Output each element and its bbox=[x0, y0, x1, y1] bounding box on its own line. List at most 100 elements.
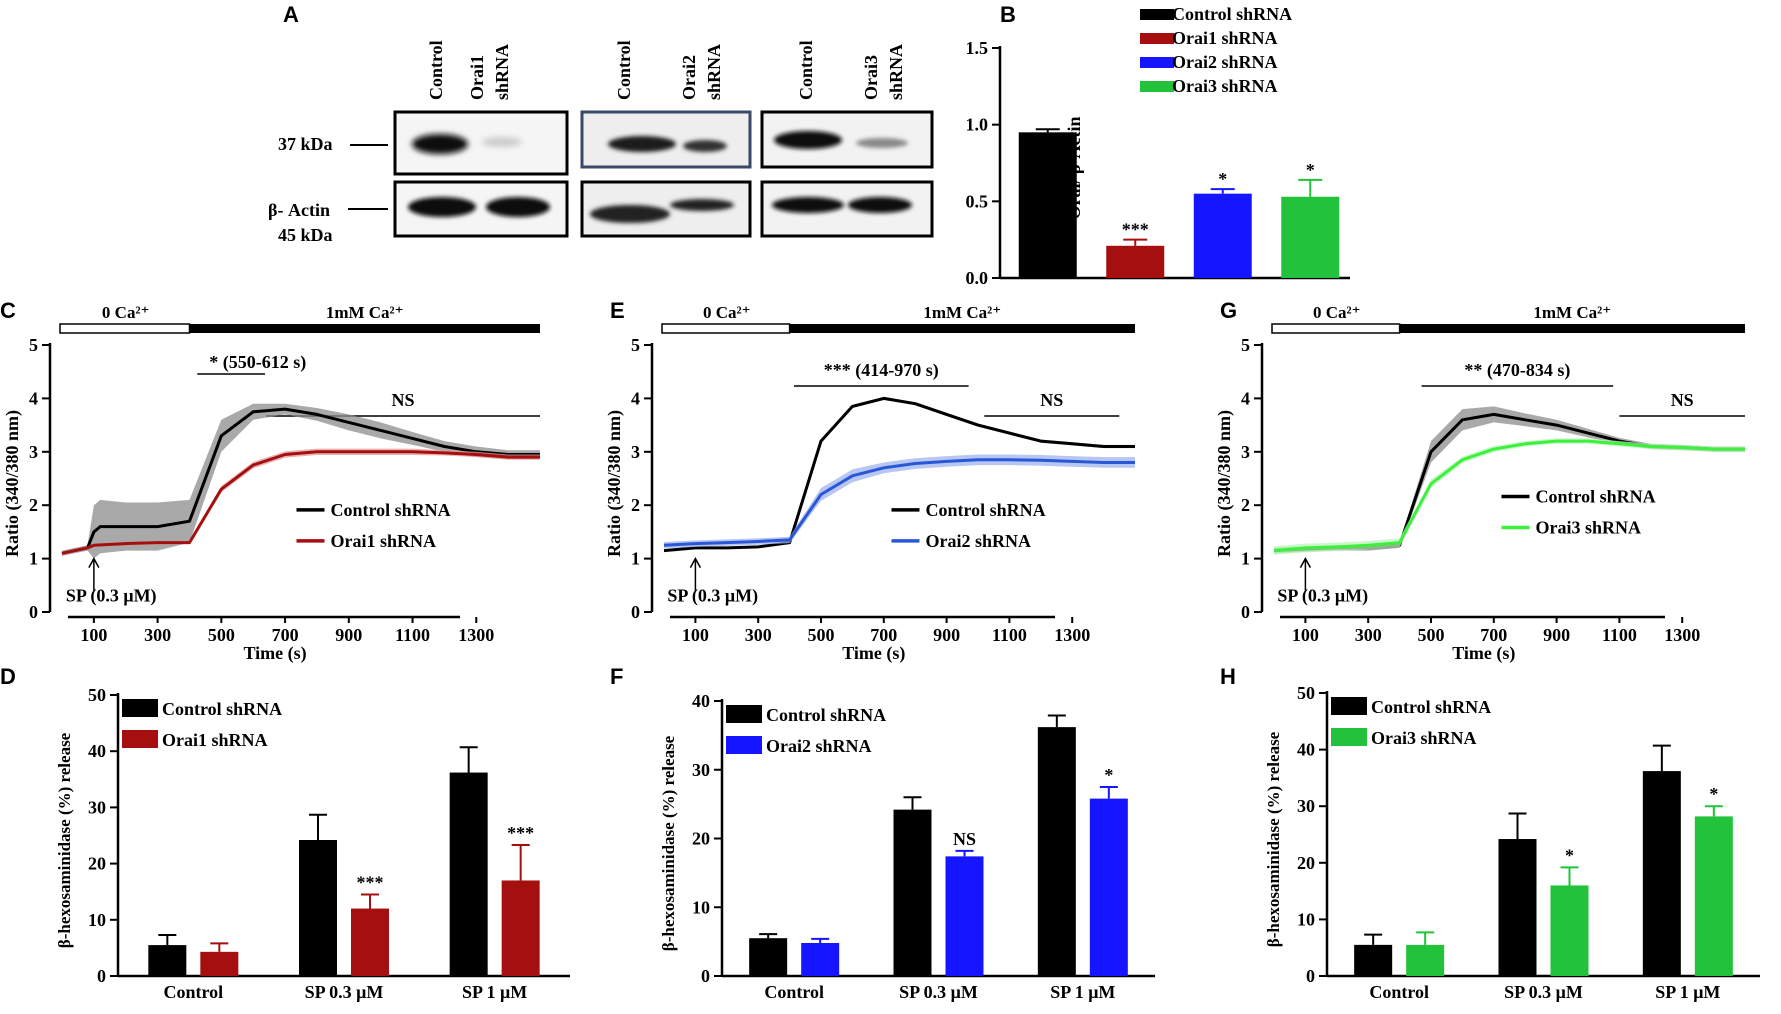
error-band-control bbox=[1274, 406, 1745, 554]
bar-control bbox=[1642, 771, 1681, 976]
x-tick-label: 700 bbox=[1480, 625, 1507, 645]
legend-label: Control shRNA bbox=[1535, 487, 1655, 507]
x-tick-label: 1100 bbox=[1602, 625, 1637, 645]
bar-knockdown bbox=[945, 856, 984, 976]
y-tick-label: 10 bbox=[1297, 909, 1315, 929]
y-tick-label: 5 bbox=[631, 335, 640, 355]
y-tick-label: 2 bbox=[29, 495, 38, 515]
x-category-label: SP 1 μM bbox=[462, 982, 527, 1002]
y-tick-label: 0.0 bbox=[966, 268, 989, 288]
panel-letter-a: A bbox=[283, 2, 299, 27]
significance-label: * bbox=[1218, 169, 1227, 189]
x-axis-label: Time (s) bbox=[243, 643, 306, 664]
panel-e-chart: E 0 1 2 3 4 5 100 300 500 700 900 1100 1300 Time (s) Ra… bbox=[604, 298, 1135, 664]
y-tick-label: 2 bbox=[1241, 495, 1250, 515]
panel-letter-g: G bbox=[1220, 298, 1237, 323]
legend-swatch bbox=[726, 705, 762, 723]
x-tick-label: 700 bbox=[870, 625, 897, 645]
label-beta-actin: β- Actin bbox=[268, 200, 330, 220]
x-tick-label: 900 bbox=[1543, 625, 1570, 645]
series-line-control bbox=[663, 396, 1135, 553]
legend-label: Orai3 shRNA bbox=[1535, 518, 1641, 538]
lane-label-orai2-line1: Orai2 bbox=[679, 55, 699, 100]
y-tick-label: 40 bbox=[692, 691, 710, 711]
error-band-control bbox=[62, 403, 540, 559]
protocol-label-one-mm-ca: 1mM Ca²⁺ bbox=[1533, 303, 1611, 322]
x-tick-label: 100 bbox=[1292, 625, 1319, 645]
y-tick-label: 4 bbox=[1241, 388, 1250, 408]
y-tick-label: 40 bbox=[1297, 740, 1315, 760]
significance-label: * bbox=[1104, 765, 1113, 785]
error-band-control bbox=[664, 396, 1135, 552]
band-orai2-shrna bbox=[683, 140, 727, 152]
y-tick-label: 0 bbox=[97, 966, 106, 986]
x-tick-label: 700 bbox=[272, 625, 299, 645]
error-band-knockdown bbox=[1274, 438, 1745, 555]
label-45kda: 45 kDa bbox=[278, 225, 333, 245]
bar-control bbox=[1037, 727, 1076, 976]
y-tick-label: 1 bbox=[1241, 549, 1250, 569]
band-actin-3a bbox=[772, 197, 844, 213]
x-category-label: SP 1 μM bbox=[1050, 982, 1115, 1002]
y-tick-label: 1.5 bbox=[966, 38, 989, 58]
y-tick-label: 0 bbox=[631, 602, 640, 622]
lane-label-control-3: Control bbox=[796, 40, 816, 100]
bar-knockdown bbox=[801, 943, 840, 976]
sp-arrow-head bbox=[1299, 557, 1312, 568]
y-tick-label: 1 bbox=[29, 549, 38, 569]
bar-knockdown bbox=[501, 880, 540, 976]
lane-label-orai3-line1: Orai3 bbox=[861, 55, 881, 100]
legend-label: Orai1 shRNA bbox=[1172, 28, 1278, 48]
protocol-bar-one-mm-ca bbox=[1399, 324, 1745, 333]
panel-b-chart: B0.00.51.01.5Orai/ β-Actin*****Control s… bbox=[966, 2, 1350, 288]
y-tick-label: 10 bbox=[692, 897, 710, 917]
y-axis-label: Ratio (340/380 nm) bbox=[1214, 410, 1235, 557]
y-tick-label: 30 bbox=[692, 760, 710, 780]
panel-h-chart: H 0 10 20 30 40 50 β-hexosaminidase (%) release… bbox=[1220, 664, 1760, 1002]
legend-label: Control shRNA bbox=[1371, 697, 1491, 717]
x-tick-label: 100 bbox=[682, 625, 709, 645]
panel-letter-h: H bbox=[1220, 664, 1236, 689]
legend-label: Orai3 shRNA bbox=[1371, 728, 1477, 748]
series-line-control bbox=[1273, 412, 1745, 553]
y-tick-label: 30 bbox=[88, 797, 106, 817]
band-actin-1b bbox=[486, 197, 550, 217]
y-tick-label: 5 bbox=[1241, 335, 1250, 355]
x-tick-label: 300 bbox=[1355, 625, 1382, 645]
significance-label: NS bbox=[1671, 390, 1694, 410]
lane-label-orai3-line2: shRNA bbox=[886, 44, 906, 100]
band-orai1-control bbox=[412, 134, 468, 154]
bar-knockdown bbox=[351, 908, 389, 976]
y-tick-label: 10 bbox=[88, 910, 106, 930]
panel-letter-f: F bbox=[610, 664, 623, 689]
y-tick-label: 4 bbox=[631, 388, 640, 408]
legend-label: Control shRNA bbox=[330, 500, 450, 520]
y-tick-label: 4 bbox=[29, 388, 38, 408]
band-actin-2b bbox=[670, 199, 734, 211]
protocol-bar-one-mm-ca bbox=[189, 324, 540, 333]
y-tick-label: 0 bbox=[1241, 602, 1250, 622]
x-axis-label: Time (s) bbox=[842, 643, 905, 664]
legend-label: Control shRNA bbox=[766, 705, 886, 725]
legend-label: Control shRNA bbox=[1172, 4, 1292, 24]
y-tick-label: 0 bbox=[29, 602, 38, 622]
protocol-label-one-mm-ca: 1mM Ca²⁺ bbox=[326, 303, 404, 322]
legend-swatch bbox=[1140, 9, 1174, 20]
bar-control bbox=[1354, 944, 1393, 976]
x-tick-label: 500 bbox=[208, 625, 235, 645]
bar-knockdown bbox=[1550, 885, 1589, 976]
x-category-label: Control bbox=[764, 982, 824, 1002]
legend-swatch bbox=[122, 730, 158, 748]
lane-label-control-1: Control bbox=[426, 40, 446, 100]
y-tick-label: 20 bbox=[692, 829, 710, 849]
bar-control bbox=[749, 938, 788, 976]
panel-letter-b: B bbox=[1000, 2, 1016, 27]
y-tick-label: 50 bbox=[88, 685, 106, 705]
panel-letter-e: E bbox=[610, 298, 625, 323]
legend-label: Orai1 shRNA bbox=[162, 730, 268, 750]
y-tick-label: 0 bbox=[1306, 966, 1315, 986]
x-category-label: SP 0.3 μM bbox=[899, 982, 978, 1002]
legend-label: Orai2 shRNA bbox=[925, 531, 1031, 551]
x-category-label: SP 1 μM bbox=[1655, 982, 1720, 1002]
band-orai2-control bbox=[608, 136, 676, 152]
